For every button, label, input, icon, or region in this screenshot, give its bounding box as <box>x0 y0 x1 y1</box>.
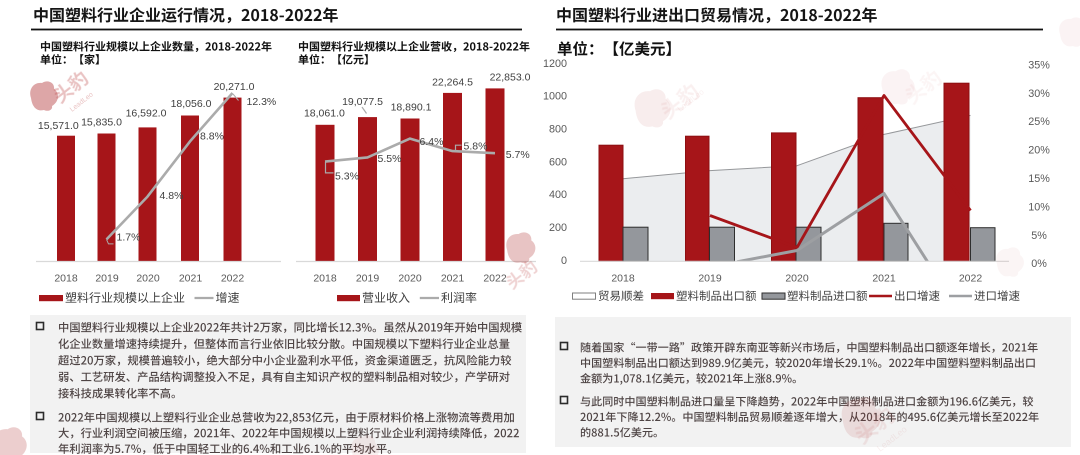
svg-text:22,264.5: 22,264.5 <box>432 77 473 89</box>
svg-text:2022: 2022 <box>483 273 507 285</box>
svg-text:2021: 2021 <box>441 273 465 285</box>
svg-text:8.8%: 8.8% <box>200 131 224 143</box>
svg-text:15,835.0: 15,835.0 <box>81 117 122 129</box>
svg-text:600: 600 <box>549 156 567 168</box>
svg-text:1000: 1000 <box>543 91 567 103</box>
svg-text:20%: 20% <box>1028 145 1050 157</box>
svg-text:6.4%: 6.4% <box>420 136 444 148</box>
svg-text:20,271.0: 20,271.0 <box>214 81 255 93</box>
svg-text:5%: 5% <box>1031 230 1047 242</box>
svg-text:25%: 25% <box>1028 116 1050 128</box>
svg-text:22,853.0: 22,853.0 <box>490 72 531 84</box>
svg-text:15%: 15% <box>1028 173 1050 185</box>
svg-text:2019: 2019 <box>356 273 380 285</box>
svg-text:2020: 2020 <box>785 273 809 285</box>
svg-text:18,890.1: 18,890.1 <box>391 102 432 114</box>
svg-text:2018: 2018 <box>54 273 78 285</box>
svg-text:5.7%: 5.7% <box>506 149 530 161</box>
svg-text:5.5%: 5.5% <box>378 153 402 165</box>
svg-text:2022: 2022 <box>221 273 245 285</box>
svg-text:10%: 10% <box>1028 201 1050 213</box>
svg-text:30%: 30% <box>1028 88 1050 100</box>
svg-text:5.8%: 5.8% <box>464 141 488 153</box>
svg-text:2022: 2022 <box>959 273 983 285</box>
svg-text:16,592.0: 16,592.0 <box>126 108 167 120</box>
svg-text:18,056.0: 18,056.0 <box>171 98 212 110</box>
svg-text:12.3%: 12.3% <box>247 96 277 108</box>
svg-text:2021: 2021 <box>179 273 203 285</box>
svg-text:0: 0 <box>561 255 567 267</box>
svg-text:35%: 35% <box>1028 59 1050 71</box>
svg-text:15,571.0: 15,571.0 <box>38 120 79 132</box>
svg-text:2020: 2020 <box>398 273 422 285</box>
svg-text:1.7%: 1.7% <box>117 232 141 244</box>
svg-text:4.8%: 4.8% <box>160 190 184 202</box>
svg-text:200: 200 <box>549 222 567 234</box>
svg-text:400: 400 <box>549 189 567 201</box>
svg-text:2018: 2018 <box>611 273 635 285</box>
svg-text:18,061.0: 18,061.0 <box>304 108 345 120</box>
svg-text:0%: 0% <box>1031 258 1047 270</box>
svg-text:5.3%: 5.3% <box>335 171 359 183</box>
svg-text:2019: 2019 <box>698 273 722 285</box>
svg-text:1200: 1200 <box>543 58 567 70</box>
svg-text:2019: 2019 <box>95 273 119 285</box>
svg-text:2020: 2020 <box>136 273 160 285</box>
svg-text:2018: 2018 <box>313 273 337 285</box>
svg-text:19,077.5: 19,077.5 <box>342 96 383 108</box>
svg-text:800: 800 <box>549 123 567 135</box>
svg-text:2021: 2021 <box>872 273 896 285</box>
